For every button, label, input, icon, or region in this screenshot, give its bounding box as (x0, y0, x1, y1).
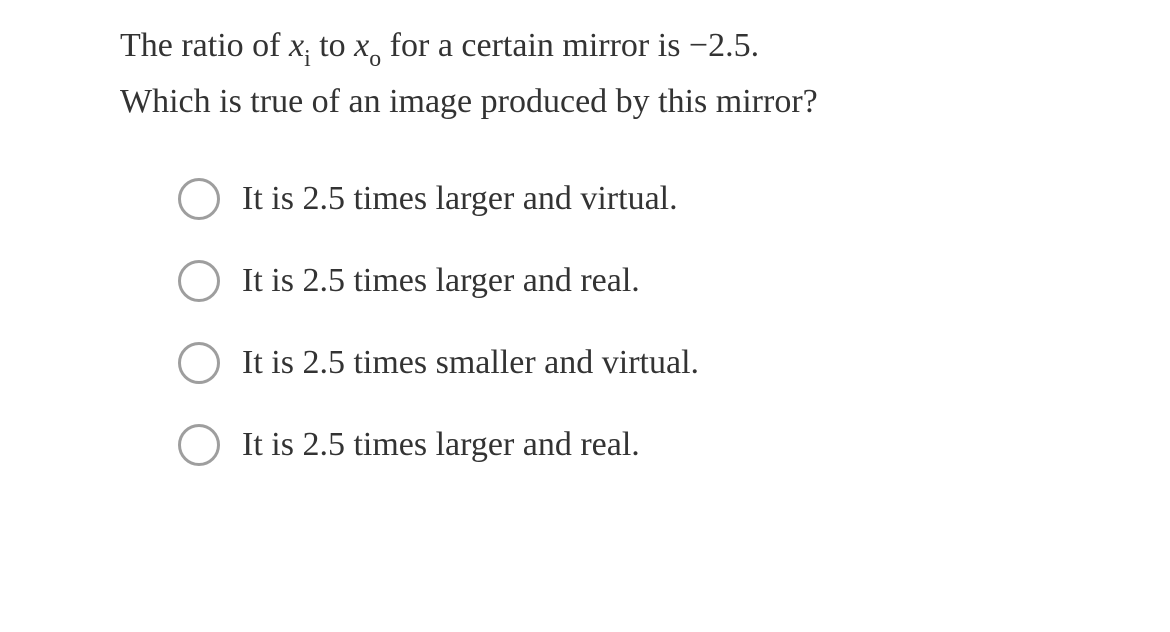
option-4-label: It is 2.5 times larger and real. (242, 425, 640, 466)
question-text: The ratio of xi to xo for a certain mirr… (120, 20, 1050, 128)
question-sub2: o (369, 46, 381, 72)
option-4[interactable]: It is 2.5 times larger and real. (178, 424, 1050, 466)
options-group: It is 2.5 times larger and virtual. It i… (120, 178, 1050, 466)
option-3[interactable]: It is 2.5 times smaller and virtual. (178, 342, 1050, 384)
question-container: The ratio of xi to xo for a certain mirr… (0, 0, 1170, 466)
radio-icon[interactable] (178, 424, 220, 466)
question-mid: to (311, 27, 354, 64)
option-1-label: It is 2.5 times larger and virtual. (242, 179, 678, 220)
question-sub1: i (304, 46, 311, 72)
radio-icon[interactable] (178, 260, 220, 302)
option-2-label: It is 2.5 times larger and real. (242, 261, 640, 302)
option-2[interactable]: It is 2.5 times larger and real. (178, 260, 1050, 302)
question-var1: x (289, 27, 304, 64)
option-1[interactable]: It is 2.5 times larger and virtual. (178, 178, 1050, 220)
radio-icon[interactable] (178, 178, 220, 220)
radio-icon[interactable] (178, 342, 220, 384)
option-3-label: It is 2.5 times smaller and virtual. (242, 343, 699, 384)
question-line2: Which is true of an image produced by th… (120, 83, 818, 120)
question-line1-post: for a certain mirror is −2.5. (381, 27, 759, 64)
question-line1-pre: The ratio of (120, 27, 289, 64)
question-var2: x (354, 27, 369, 64)
